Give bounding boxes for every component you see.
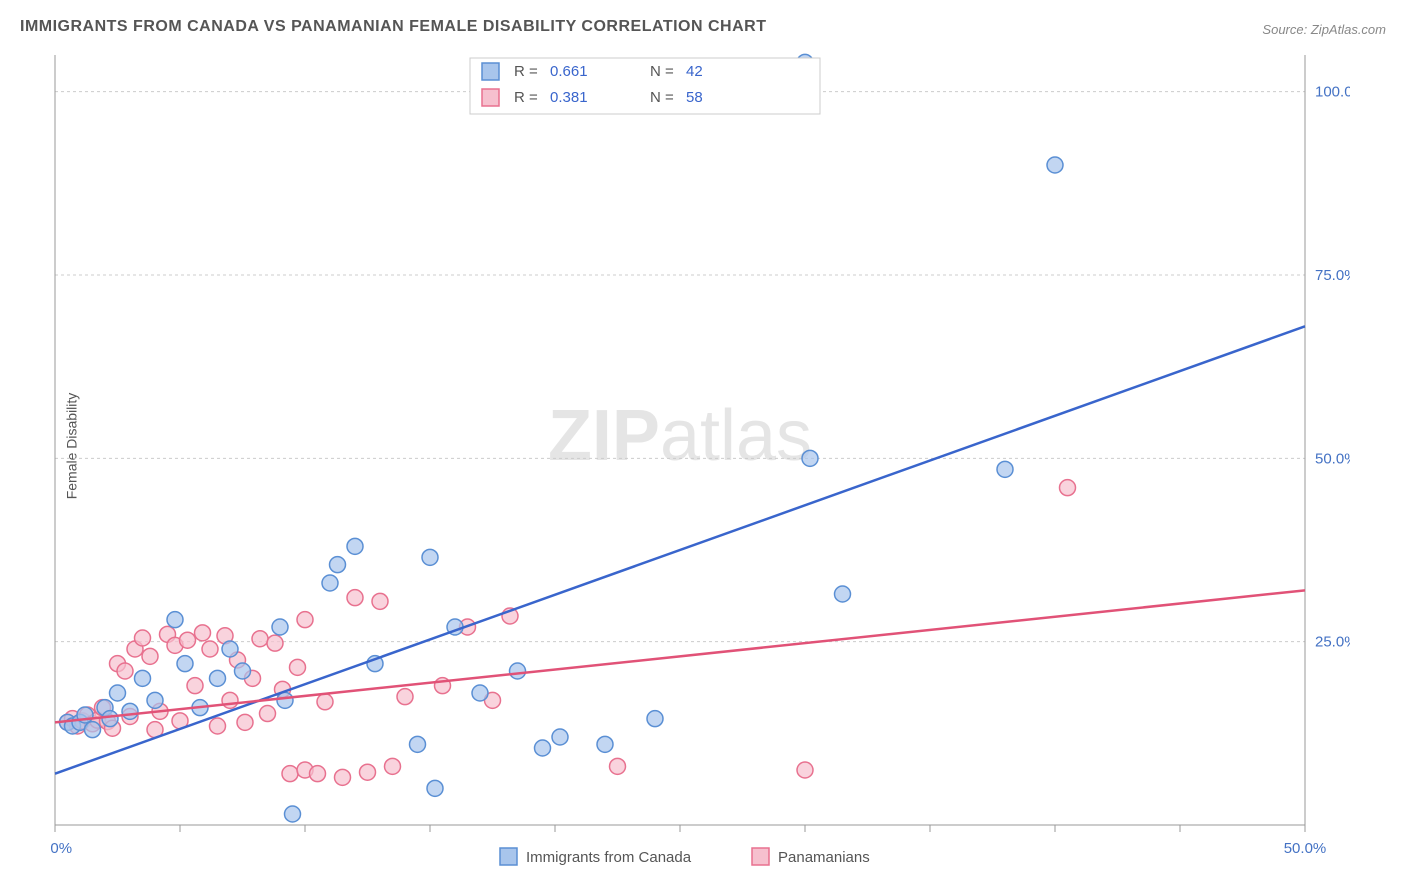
scatter-point [427, 780, 443, 796]
scatter-point [397, 689, 413, 705]
legend-n-value[interactable]: 42 [686, 63, 703, 80]
source-attribution: Source: ZipAtlas.com [1262, 22, 1386, 37]
scatter-point [372, 593, 388, 609]
regression-line [55, 326, 1305, 773]
scatter-point [267, 635, 283, 651]
scatter-point [385, 758, 401, 774]
legend-swatch [482, 63, 499, 80]
scatter-point [347, 590, 363, 606]
scatter-point [597, 736, 613, 752]
scatter-point [135, 630, 151, 646]
scatter-point [610, 758, 626, 774]
scatter-point [237, 714, 253, 730]
legend-r-value[interactable]: 0.381 [550, 89, 588, 106]
scatter-point [117, 663, 133, 679]
scatter-point [330, 557, 346, 573]
legend-series-name: Immigrants from Canada [526, 849, 692, 866]
scatter-point [210, 718, 226, 734]
legend-series-name: Panamanians [778, 849, 870, 866]
legend-n-label: N = [650, 89, 674, 106]
scatter-point [310, 766, 326, 782]
scatter-point [135, 670, 151, 686]
scatter-point [317, 694, 333, 710]
scatter-point [222, 692, 238, 708]
scatter-point [535, 740, 551, 756]
scatter-point [110, 685, 126, 701]
scatter-point [410, 736, 426, 752]
scatter-point [195, 625, 211, 641]
scatter-point [347, 538, 363, 554]
scatter-point [177, 656, 193, 672]
legend-swatch [752, 848, 769, 865]
scatter-point [290, 659, 306, 675]
scatter-point [147, 692, 163, 708]
scatter-point [322, 575, 338, 591]
scatter-point [360, 764, 376, 780]
scatter-point [210, 670, 226, 686]
watermark: ZIPatlas [548, 396, 812, 476]
scatter-point [277, 692, 293, 708]
scatter-point [180, 632, 196, 648]
scatter-point [282, 766, 298, 782]
y-tick-label: 100.0% [1315, 84, 1350, 101]
scatter-point [297, 612, 313, 628]
source-label: Source: [1262, 22, 1307, 37]
y-tick-label: 75.0% [1315, 267, 1350, 284]
scatter-point [1060, 480, 1076, 496]
chart-title: IMMIGRANTS FROM CANADA VS PANAMANIAN FEM… [20, 18, 767, 36]
x-tick-label: 50.0% [1284, 840, 1327, 857]
legend-r-value[interactable]: 0.661 [550, 63, 588, 80]
legend-swatch [500, 848, 517, 865]
scatter-point [802, 450, 818, 466]
scatter-point [142, 648, 158, 664]
scatter-point [422, 549, 438, 565]
scatter-point [797, 762, 813, 778]
scatter-point [85, 722, 101, 738]
plot-area: 25.0%50.0%75.0%100.0%0.0%50.0%ZIPatlasR … [50, 50, 1350, 850]
legend-r-label: R = [514, 89, 538, 106]
legend-n-value[interactable]: 58 [686, 89, 703, 106]
y-tick-label: 25.0% [1315, 634, 1350, 651]
scatter-point [102, 711, 118, 727]
scatter-point [835, 586, 851, 602]
scatter-point [202, 641, 218, 657]
scatter-point [472, 685, 488, 701]
legend-swatch [482, 89, 499, 106]
scatter-point [997, 461, 1013, 477]
x-tick-label: 0.0% [50, 840, 72, 857]
scatter-point [552, 729, 568, 745]
scatter-point [252, 631, 268, 647]
scatter-point [285, 806, 301, 822]
scatter-point [222, 641, 238, 657]
scatter-point [272, 619, 288, 635]
chart-svg: 25.0% 50.0% 75.0% 100.0% 0.0% 50.0% ZIPatlas R … [50, 50, 1350, 880]
scatter-point [235, 663, 251, 679]
chart-container: IMMIGRANTS FROM CANADA VS PANAMANIAN FEM… [0, 0, 1406, 892]
scatter-point [122, 703, 138, 719]
scatter-point [187, 678, 203, 694]
source-value: ZipAtlas.com [1311, 22, 1386, 37]
legend-n-label: N = [650, 63, 674, 80]
scatter-point [335, 769, 351, 785]
scatter-point [647, 711, 663, 727]
scatter-point [260, 706, 276, 722]
legend-r-label: R = [514, 63, 538, 80]
scatter-point [510, 663, 526, 679]
y-tick-label: 50.0% [1315, 450, 1350, 467]
scatter-point [167, 612, 183, 628]
scatter-point [1047, 157, 1063, 173]
